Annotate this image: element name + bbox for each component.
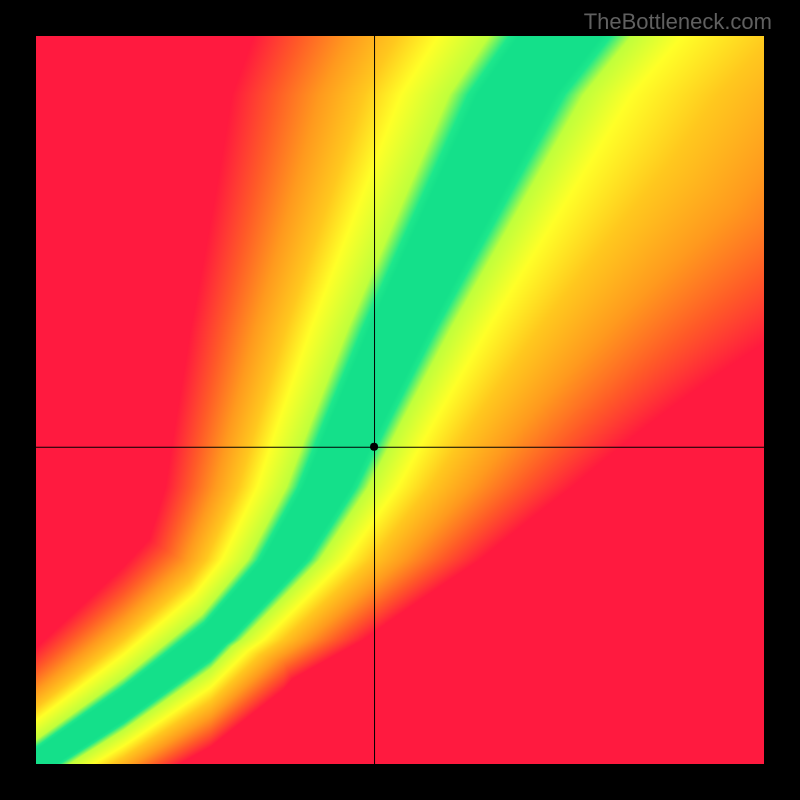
bottleneck-heatmap — [36, 36, 764, 764]
watermark-text: TheBottleneck.com — [584, 9, 772, 35]
